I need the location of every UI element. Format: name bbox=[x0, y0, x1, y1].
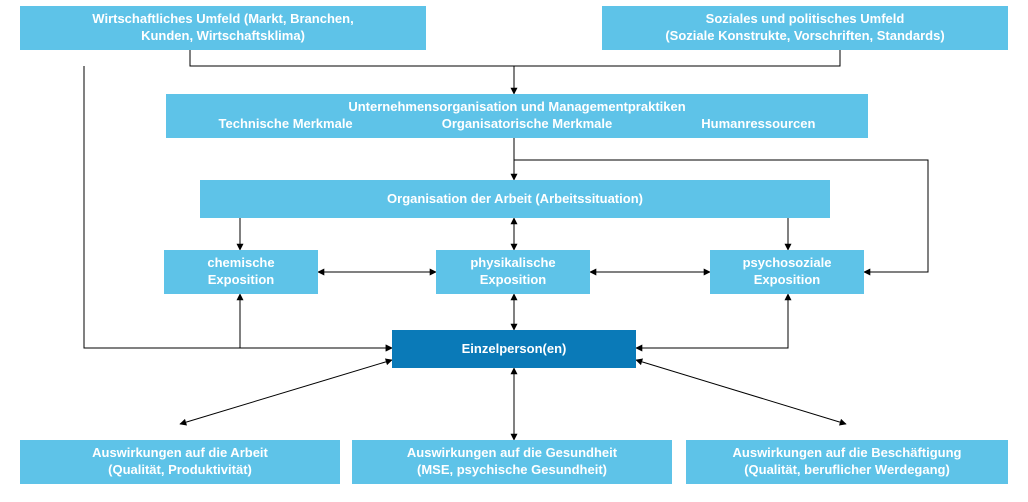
node-label-line2: (MSE, psychische Gesundheit) bbox=[417, 462, 607, 479]
node-label-line1: chemische bbox=[207, 255, 274, 272]
node-label-line1: Auswirkungen auf die Arbeit bbox=[92, 445, 268, 462]
node-label-line1: Auswirkungen auf die Gesundheit bbox=[407, 445, 617, 462]
node-physikalische-exposition: physikalische Exposition bbox=[436, 250, 590, 294]
node-label-line1: Organisation der Arbeit (Arbeitssituatio… bbox=[387, 191, 643, 208]
node-wirtschaftliches-umfeld: Wirtschaftliches Umfeld (Markt, Branchen… bbox=[20, 6, 426, 50]
node-auswirkungen-beschaeftigung: Auswirkungen auf die Beschäftigung (Qual… bbox=[686, 440, 1008, 484]
node-label-line2: (Qualität, Produktivität) bbox=[108, 462, 252, 479]
node-label-line1: physikalische bbox=[470, 255, 555, 272]
node-label-line2: (Qualität, beruflicher Werdegang) bbox=[744, 462, 950, 479]
diagram-canvas: Wirtschaftliches Umfeld (Markt, Branchen… bbox=[0, 0, 1028, 502]
node-organisation-arbeit: Organisation der Arbeit (Arbeitssituatio… bbox=[200, 180, 830, 218]
node-auswirkungen-gesundheit: Auswirkungen auf die Gesundheit (MSE, ps… bbox=[352, 440, 672, 484]
node-label-line2: (Soziale Konstrukte, Vorschriften, Stand… bbox=[665, 28, 944, 45]
node-label-line2: Exposition bbox=[480, 272, 546, 289]
node-einzelperson: Einzelperson(en) bbox=[392, 330, 636, 368]
node-label-line2: Exposition bbox=[754, 272, 820, 289]
node-soziales-umfeld: Soziales und politisches Umfeld (Soziale… bbox=[602, 6, 1008, 50]
node-psychosoziale-exposition: psychosoziale Exposition bbox=[710, 250, 864, 294]
node-sublabel-technisch: Technische Merkmale bbox=[219, 116, 353, 133]
node-label-line1: psychosoziale bbox=[743, 255, 832, 272]
node-unternehmensorganisation: Unternehmensorganisation und Managementp… bbox=[166, 94, 868, 138]
node-label-line1: Soziales und politisches Umfeld bbox=[706, 11, 905, 28]
node-label-line1: Auswirkungen auf die Beschäftigung bbox=[733, 445, 962, 462]
node-label-line1: Wirtschaftliches Umfeld (Markt, Branchen… bbox=[92, 11, 353, 28]
node-sublabel-organisatorisch: Organisatorische Merkmale bbox=[442, 116, 613, 133]
node-auswirkungen-arbeit: Auswirkungen auf die Arbeit (Qualität, P… bbox=[20, 440, 340, 484]
node-label-line2: Kunden, Wirtschaftsklima) bbox=[141, 28, 305, 45]
node-sublabel-humanressourcen: Humanressourcen bbox=[701, 116, 815, 133]
node-label-line1: Unternehmensorganisation und Managementp… bbox=[348, 99, 685, 116]
node-label-line2: Exposition bbox=[208, 272, 274, 289]
node-label-line1: Einzelperson(en) bbox=[462, 341, 567, 358]
node-chemische-exposition: chemische Exposition bbox=[164, 250, 318, 294]
